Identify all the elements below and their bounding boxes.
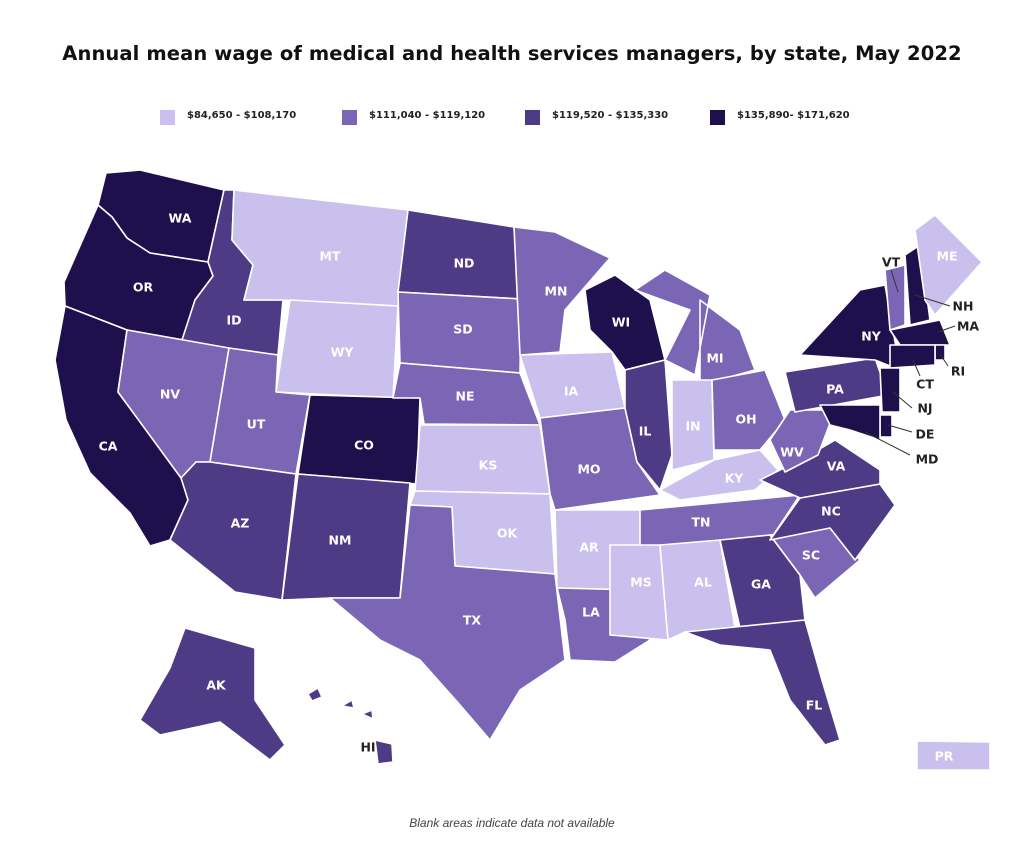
state-label-ct: CT — [916, 377, 934, 392]
state-tx — [329, 504, 566, 741]
state-label-mo: MO — [577, 462, 600, 477]
leader-line-nh — [914, 294, 951, 307]
state-label-nh: NH — [953, 299, 974, 314]
state-label-me: ME — [937, 249, 958, 264]
state-label-ms: MS — [630, 575, 651, 590]
state-ky — [659, 449, 779, 501]
state-shapes — [54, 169, 991, 771]
state-label-sd: SD — [453, 322, 472, 337]
state-label-md: MD — [916, 452, 939, 467]
state-label-mn: MN — [545, 284, 568, 299]
footnote: Blank areas indicate data not available — [409, 816, 615, 830]
legend-label-tier-1: $84,650 - $108,170 — [187, 110, 297, 121]
state-label-tx: TX — [463, 613, 482, 628]
state-label-vt: VT — [882, 255, 901, 270]
state-label-pa: PA — [826, 382, 844, 397]
legend-swatch-tier-1 — [160, 110, 175, 125]
state-me — [914, 214, 983, 316]
state-label-wa: WA — [169, 211, 192, 226]
state-label-nc: NC — [821, 504, 841, 519]
leader-line-de — [887, 424, 913, 433]
legend-swatch-tier-2 — [342, 110, 357, 125]
state-label-mt: MT — [320, 249, 341, 264]
state-vt — [884, 264, 906, 331]
leader-lines — [864, 269, 956, 456]
state-label-wi: WI — [612, 315, 630, 330]
state-wv — [769, 409, 836, 473]
state-label-co: CO — [354, 438, 374, 453]
leader-line-ma — [937, 325, 956, 333]
map-title: Annual mean wage of medical and health s… — [62, 42, 962, 65]
state-label-ny: NY — [861, 329, 881, 344]
state-ny — [799, 284, 901, 371]
state-label-ak: AK — [206, 678, 227, 693]
state-label-in: IN — [685, 419, 700, 434]
state-label-ca: CA — [99, 439, 118, 454]
legend-swatch-tier-4 — [710, 110, 725, 125]
state-ak — [139, 627, 286, 761]
legend-label-tier-4: $135,890- $171,620 — [737, 110, 850, 121]
state-label-id: ID — [226, 313, 241, 328]
state-label-nd: ND — [454, 256, 475, 271]
state-label-fl: FL — [806, 698, 823, 713]
state-label-hi: HI — [360, 740, 375, 755]
state-label-nm: NM — [329, 533, 352, 548]
state-label-la: LA — [582, 605, 600, 620]
state-ri — [934, 344, 946, 361]
state-labels: WA OR CA ID NV MT WY UT AZ CO NM ND SD NE KS OK TX MN IA MO… — [99, 211, 980, 764]
legend-label-tier-2: $111,040 - $119,120 — [369, 110, 486, 121]
state-az — [169, 461, 297, 601]
state-label-ia: IA — [564, 384, 579, 399]
state-label-ky: KY — [725, 471, 745, 486]
state-label-wv: WV — [780, 445, 804, 460]
leader-line-md — [864, 431, 911, 456]
state-label-mi: MI — [706, 351, 723, 366]
state-hi — [307, 687, 394, 765]
state-label-nv: NV — [160, 387, 180, 402]
state-label-ar: AR — [579, 540, 599, 555]
state-label-ma: MA — [957, 319, 979, 334]
leader-line-ct — [912, 359, 921, 377]
leader-line-vt — [890, 269, 899, 293]
state-ms — [609, 544, 669, 641]
legend-swatch-tier-3 — [525, 110, 540, 125]
state-ma — [889, 319, 951, 346]
legend-label-tier-3: $119,520 - $135,330 — [552, 110, 669, 121]
state-md — [819, 404, 881, 441]
state-label-ut: UT — [247, 417, 266, 432]
state-label-al: AL — [694, 575, 712, 590]
legend: $84,650 - $108,170 $111,040 - $119,120 $… — [0, 108, 1024, 128]
leader-line-ri — [939, 353, 949, 367]
state-label-sc: SC — [802, 548, 820, 563]
state-label-pr: PR — [935, 749, 954, 764]
state-nd — [397, 209, 522, 300]
state-label-ga: GA — [751, 577, 771, 592]
state-label-ri: RI — [951, 364, 965, 379]
state-ne — [392, 362, 541, 426]
leader-line-nj — [892, 391, 913, 409]
state-fl — [684, 619, 841, 746]
state-label-il: IL — [639, 424, 652, 439]
state-label-ok: OK — [497, 526, 519, 541]
state-label-ne: NE — [455, 389, 474, 404]
state-label-az: AZ — [231, 516, 250, 531]
state-pr — [916, 740, 991, 771]
state-label-wy: WY — [331, 345, 355, 360]
state-nj — [879, 367, 901, 413]
state-label-oh: OH — [735, 412, 756, 427]
state-label-tn: TN — [692, 515, 711, 530]
state-label-va: VA — [827, 459, 846, 474]
state-nh — [904, 244, 931, 326]
state-label-ks: KS — [479, 458, 498, 473]
state-ct — [889, 344, 936, 369]
state-label-or: OR — [133, 280, 154, 295]
state-label-nj: NJ — [917, 401, 932, 416]
state-ga — [719, 534, 806, 629]
state-label-de: DE — [916, 427, 935, 442]
